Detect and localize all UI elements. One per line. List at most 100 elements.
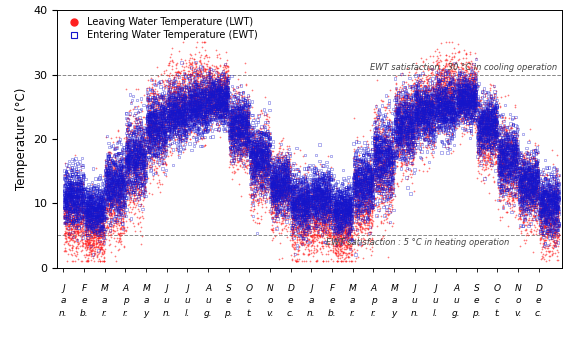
Point	[153, 141, 162, 146]
Point	[398, 98, 407, 104]
Point	[436, 101, 445, 107]
Point	[411, 96, 420, 101]
Point	[61, 206, 70, 212]
Point	[125, 113, 135, 118]
Point	[92, 212, 101, 218]
Point	[381, 151, 390, 157]
Point	[323, 182, 332, 188]
Point	[97, 210, 107, 215]
Point	[483, 113, 492, 119]
Point	[268, 237, 277, 243]
Point	[412, 111, 421, 117]
Point	[316, 235, 325, 240]
Point	[75, 201, 84, 206]
Point	[414, 125, 423, 130]
Point	[211, 100, 220, 106]
Point	[524, 179, 533, 184]
Point	[332, 198, 341, 204]
Point	[236, 82, 245, 87]
Point	[226, 127, 235, 132]
Point	[247, 167, 256, 173]
Point	[206, 124, 215, 129]
Point	[418, 99, 427, 104]
Point	[229, 124, 238, 129]
Point	[123, 144, 132, 150]
Point	[512, 125, 521, 130]
Point	[183, 102, 193, 107]
Point	[376, 164, 386, 169]
Point	[113, 178, 122, 184]
Point	[480, 176, 489, 181]
Point	[464, 99, 473, 105]
Point	[308, 217, 317, 223]
Point	[215, 77, 225, 82]
Point	[549, 182, 558, 187]
Point	[303, 189, 312, 194]
Point	[411, 110, 421, 116]
Point	[196, 95, 205, 101]
Point	[427, 65, 436, 71]
Point	[450, 94, 460, 99]
Point	[177, 115, 186, 120]
Point	[103, 182, 112, 187]
Point	[484, 117, 493, 123]
Point	[136, 142, 146, 148]
Point	[76, 182, 85, 187]
Point	[298, 208, 307, 213]
Point	[323, 193, 332, 198]
Point	[180, 93, 190, 99]
Point	[489, 122, 498, 127]
Point	[474, 143, 484, 149]
Point	[490, 134, 500, 140]
Point	[176, 103, 186, 108]
Point	[299, 206, 308, 211]
Point	[446, 82, 455, 87]
Point	[403, 158, 413, 164]
Point	[350, 175, 359, 180]
Point	[300, 218, 309, 223]
Point	[380, 183, 389, 188]
Point	[223, 120, 233, 126]
Point	[147, 132, 156, 138]
Point	[272, 175, 281, 181]
Point	[105, 200, 115, 205]
Point	[248, 145, 257, 151]
Point	[253, 141, 262, 147]
Point	[94, 229, 103, 235]
Point	[117, 174, 127, 179]
Point	[73, 210, 83, 215]
Point	[237, 141, 246, 146]
Point	[313, 183, 323, 188]
Point	[289, 151, 299, 156]
Point	[83, 227, 92, 233]
Point	[229, 125, 238, 130]
Point	[421, 131, 430, 136]
Point	[503, 153, 512, 158]
Point	[435, 90, 445, 96]
Point	[299, 220, 308, 225]
Point	[264, 148, 273, 153]
Point	[186, 115, 195, 120]
Point	[319, 190, 328, 196]
Point	[254, 137, 263, 142]
Point	[448, 116, 457, 121]
Point	[226, 147, 235, 153]
Point	[377, 165, 386, 170]
Point	[134, 170, 143, 176]
Point	[401, 97, 410, 103]
Point	[220, 100, 229, 105]
Point	[338, 213, 347, 218]
Point	[512, 175, 521, 181]
Point	[252, 156, 261, 162]
Point	[395, 117, 405, 122]
Point	[227, 119, 237, 125]
Point	[417, 106, 426, 111]
Point	[437, 111, 446, 116]
Point	[159, 130, 168, 135]
Point	[427, 78, 437, 84]
Point	[230, 133, 240, 138]
Point	[488, 125, 497, 130]
Point	[221, 88, 230, 94]
Point	[306, 204, 315, 210]
Point	[466, 102, 476, 108]
